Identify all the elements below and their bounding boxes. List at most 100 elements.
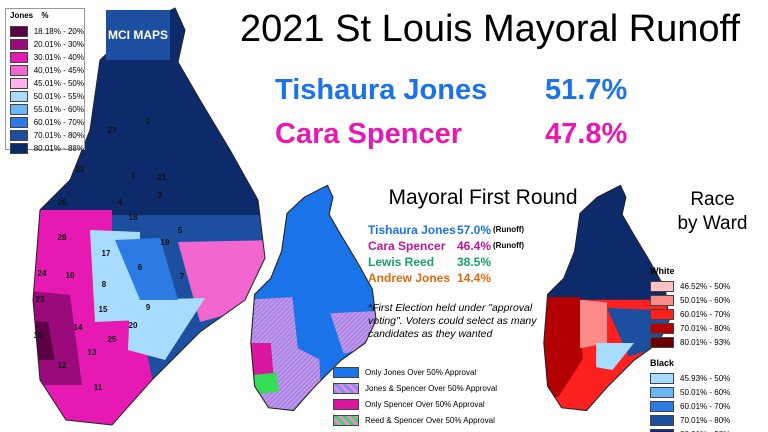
legend-swatch [333, 398, 359, 410]
legend-swatch [650, 322, 674, 334]
legend-item: 80.01% - 88% [10, 142, 84, 155]
ward-label: 26 [58, 198, 67, 207]
legend-item: 80.01% - 93% [650, 335, 730, 349]
candidate-pct: 38.5% [457, 255, 492, 269]
ward-label: 7 [180, 272, 185, 281]
legend-item: 50.01% - 60% [650, 293, 730, 307]
legend-label: 20.01% - 30% [33, 40, 84, 49]
race-title-line: by Ward [677, 213, 748, 234]
legend-item: 70.01% - 80% [650, 321, 730, 335]
legend-swatch [10, 130, 28, 141]
legend-label: 60.01% - 70% [680, 309, 731, 319]
legend-label: 80.01% - 93% [680, 337, 731, 347]
ward-label: 10 [66, 271, 75, 280]
ward-label: 15 [99, 305, 108, 314]
legend-header-name: Jones [10, 11, 34, 20]
legend-label: 60.01% - 70% [680, 401, 731, 411]
legend-label: 60.01% - 70% [33, 118, 84, 127]
ward-label: 3 [158, 191, 163, 200]
legend-label: 70.01% - 80% [680, 323, 731, 333]
race-title: Race by Ward [665, 188, 760, 236]
ward-label: 27 [108, 126, 117, 135]
legend-swatch [650, 372, 674, 384]
legend-item: 40.01% - 45% [10, 64, 84, 77]
legend-item: 60.01% - 70% [10, 116, 84, 129]
legend-swatch [10, 65, 28, 76]
legend-label: 18.18% - 20% [33, 27, 84, 36]
ward-label: 23 [36, 295, 45, 304]
ward-label: 4 [118, 198, 123, 207]
legend-label: 45.93% - 50% [680, 373, 731, 383]
legend-item: 46.52% - 50% [650, 279, 730, 293]
legend-swatch [333, 366, 359, 378]
ward-label: 14 [74, 323, 83, 332]
legend-item: Only Spencer Over 50% Approval [333, 396, 497, 412]
legend-swatch [10, 52, 28, 63]
ward-label: 19 [161, 238, 170, 247]
legend-item: 50.01% - 60% [650, 385, 730, 399]
legend-swatch [650, 386, 674, 398]
candidate-pct: 51.7% [545, 74, 628, 106]
ward-label: 16 [34, 331, 43, 340]
ward-label: 9 [146, 303, 151, 312]
legend-swatch [650, 400, 674, 412]
legend-label: 80.01% - 98% [680, 430, 730, 432]
legend-label: 50.01% - 60% [680, 295, 731, 305]
legend-swatch [10, 91, 28, 102]
legend-group-title: Black [650, 358, 675, 368]
ward-label: 8 [102, 280, 107, 289]
ward-label: 1 [131, 171, 136, 180]
ward-label: 21 [158, 173, 167, 182]
legend-swatch [650, 414, 674, 426]
candidate-name: Cara Spencer [275, 118, 462, 150]
legend-label: 80.01% - 88% [33, 144, 84, 153]
legend-label: 45.01% - 50% [33, 79, 84, 88]
legend-swatch [10, 39, 28, 50]
legend-label: 30.01% - 40% [33, 53, 84, 62]
candidate-name: Cara Spencer [368, 239, 446, 253]
legend-swatch [10, 117, 28, 128]
ward-label: 13 [88, 348, 97, 357]
ward-label: 22 [76, 165, 85, 174]
ward-label: 18 [129, 213, 138, 222]
title: 2021 St Louis Mayoral Runoff [240, 8, 740, 50]
ward-label: 2 [146, 117, 151, 126]
legend-label: 55.01% - 60% [33, 105, 84, 114]
ward-label: 24 [38, 269, 47, 278]
legend-label: 46.52% - 50% [680, 281, 731, 291]
legend-label: 40.01% - 45% [33, 66, 84, 75]
legend-item: 30.01% - 40% [10, 51, 84, 64]
legend-swatch [333, 414, 359, 426]
footnote: *First Election held under "approval vot… [368, 302, 537, 340]
legend-item: Reed & Spencer Over 50% Approval [333, 412, 497, 428]
legend-label: 70.01% - 80% [680, 415, 731, 425]
legend-item: 60.01% - 70% [650, 399, 730, 413]
legend-swatch [10, 26, 28, 37]
legend-item: 60.01% - 70% [650, 307, 730, 321]
approval-legend: Only Jones Over 50% Approval Jones & Spen… [333, 364, 497, 428]
candidate-name: Lewis Reed [368, 255, 435, 269]
candidate-pct: 14.4% [457, 271, 492, 285]
logo: MCI MAPS [106, 10, 170, 60]
ward-label: 25 [108, 335, 117, 344]
legend-swatch [650, 294, 674, 306]
ward-label: 12 [58, 361, 67, 370]
candidate-pct: 46.4% [457, 239, 492, 253]
legend-items: 18.18% - 20% 20.01% - 30% 30.01% - 40% 40.0… [6, 25, 84, 155]
legend-swatch [650, 308, 674, 320]
legend-item: 20.01% - 30% [10, 38, 84, 51]
legend-group-title: White [650, 266, 675, 276]
legend-label: Jones & Spencer Over 50% Approval [365, 383, 498, 393]
jones-legend: Jones % 18.18% - 20% 20.01% - 30% 30.01% -… [5, 8, 85, 154]
candidate-name: Tishaura Jones [368, 223, 456, 237]
runoff-note: (Runoff) [493, 241, 525, 250]
legend-swatch [10, 143, 28, 154]
legend-label: 50.01% - 60% [680, 387, 731, 397]
ward-label: 28 [58, 233, 67, 242]
legend-label: Only Jones Over 50% Approval [365, 367, 477, 377]
legend-item: 18.18% - 20% [10, 25, 84, 38]
legend-swatch [650, 336, 674, 348]
legend-label: 50.01% - 55% [33, 92, 84, 101]
